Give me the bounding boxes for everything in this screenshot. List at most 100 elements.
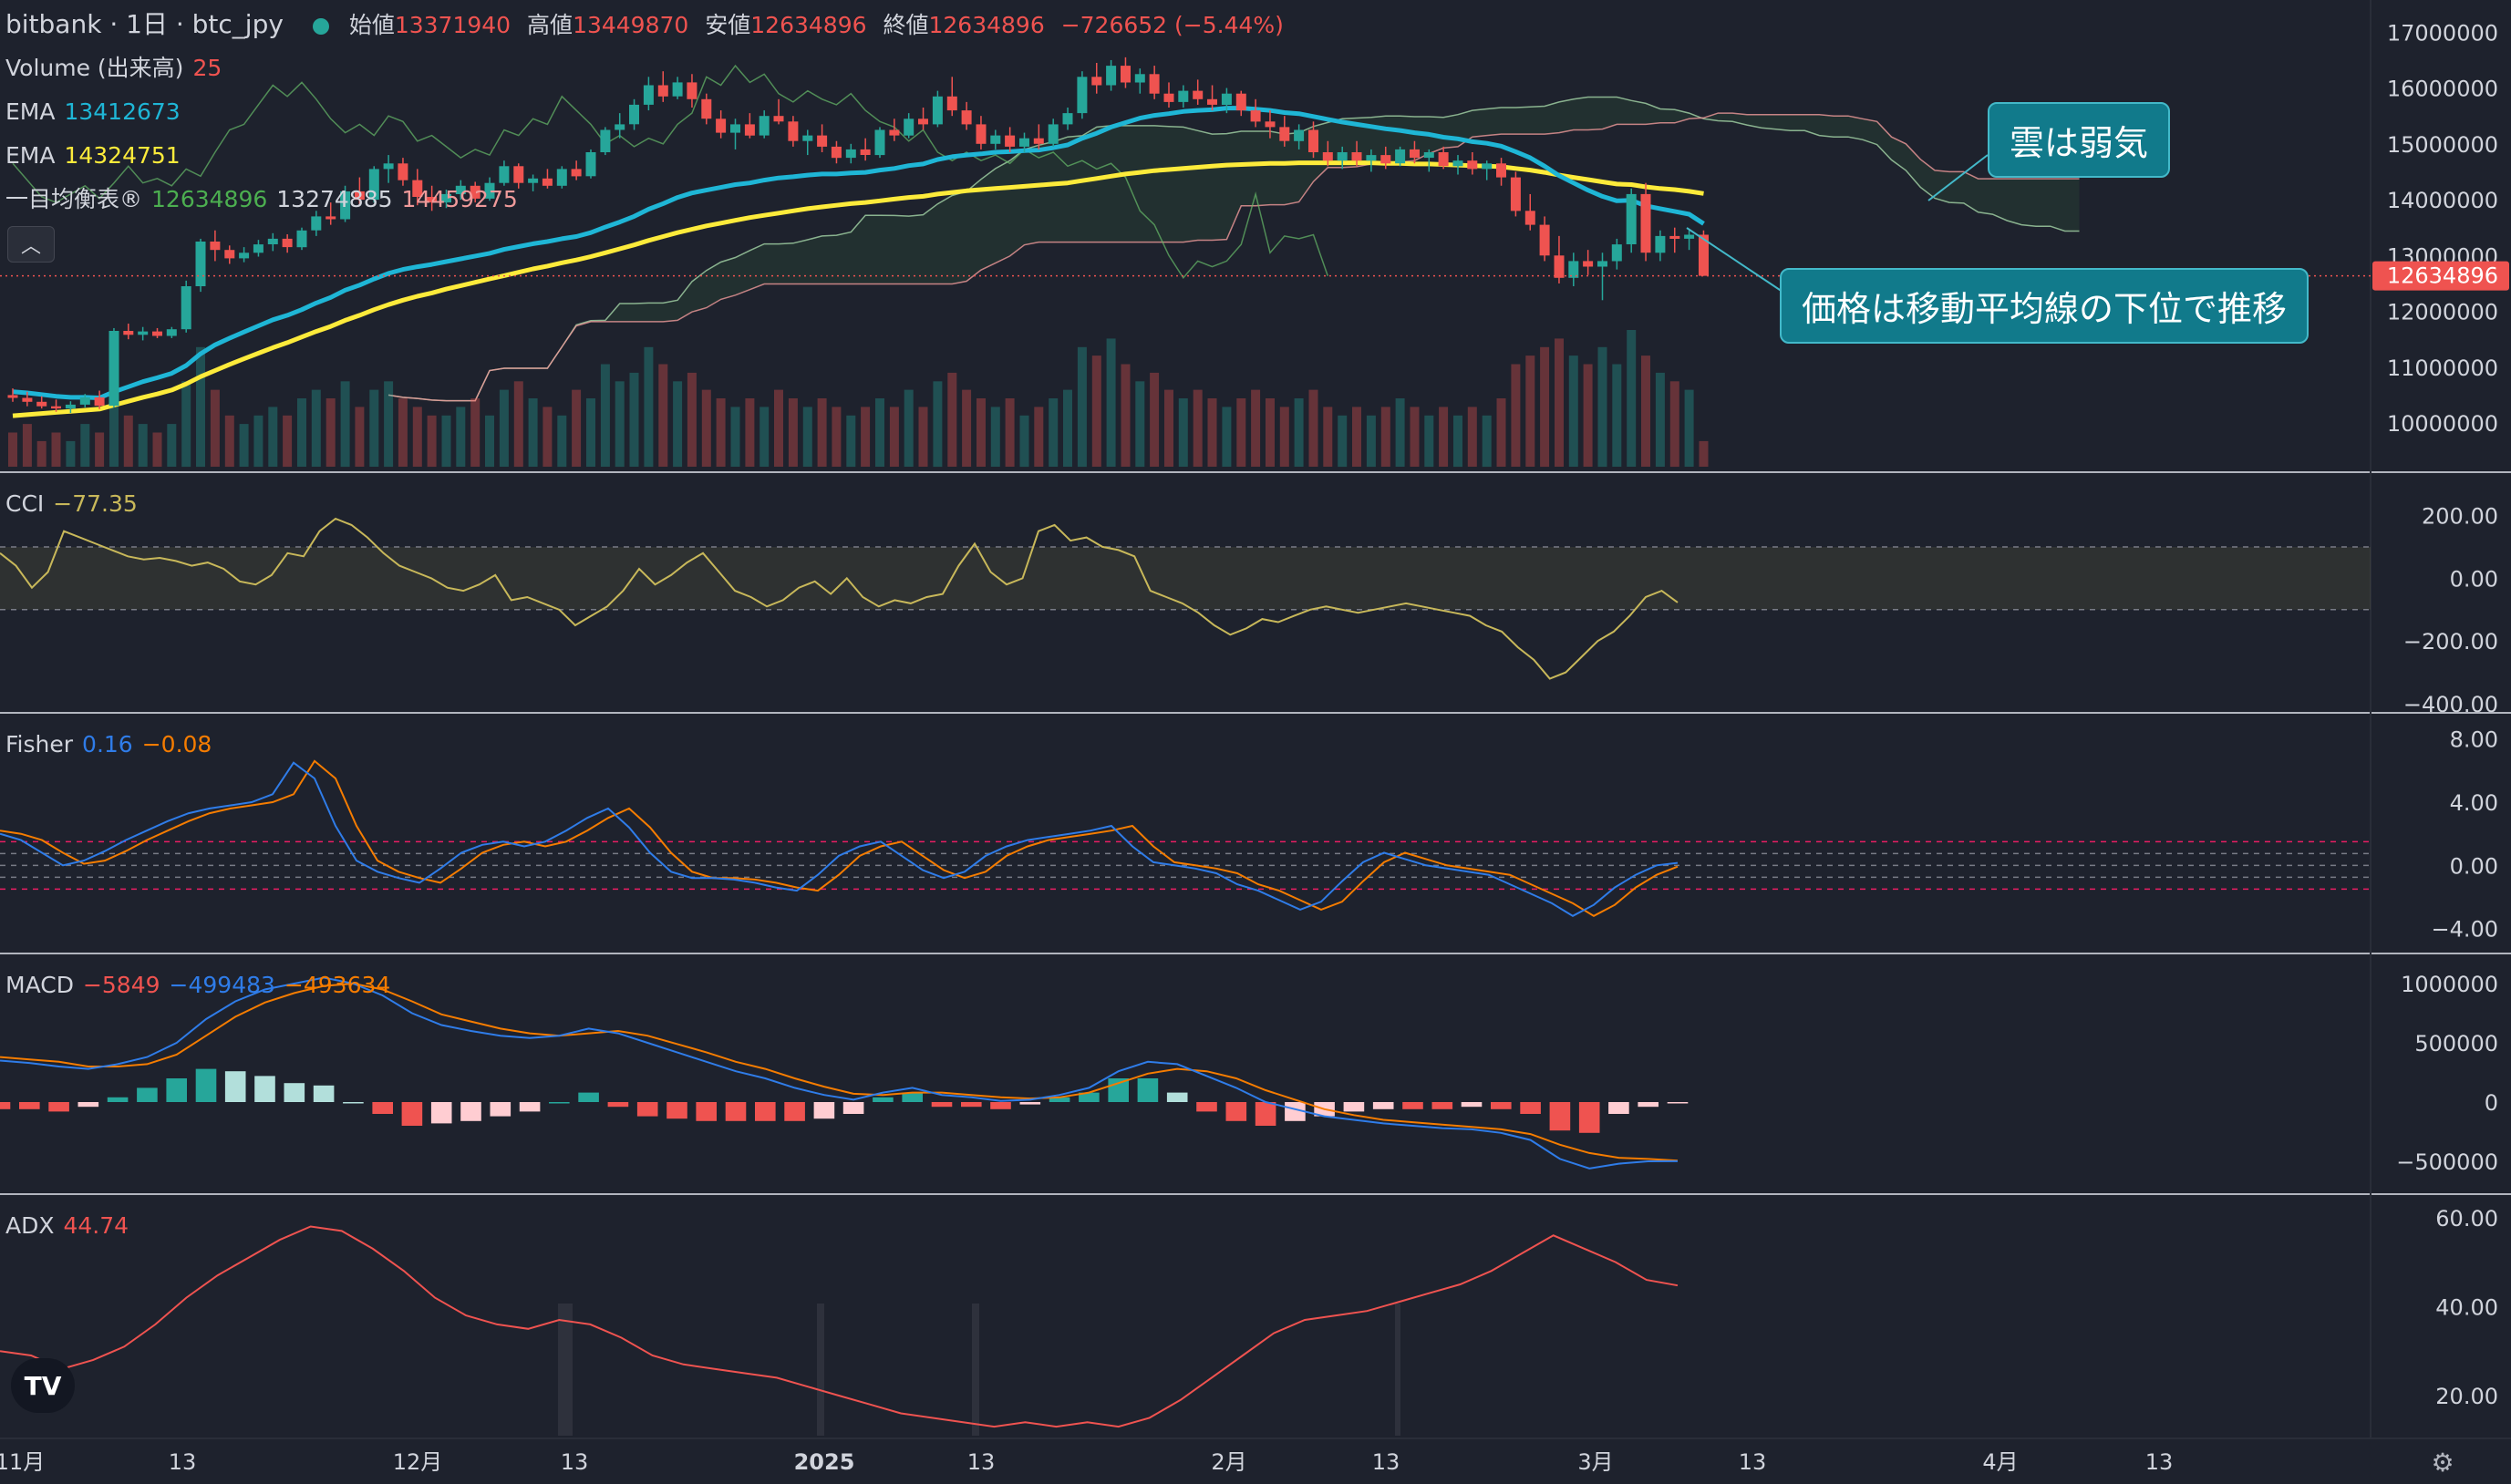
macd-histogram-bar bbox=[490, 1102, 512, 1117]
volume-bar bbox=[109, 389, 119, 467]
adx-line bbox=[0, 1225, 1679, 1428]
ema-fast-label: EMA bbox=[5, 98, 56, 125]
volume-bar bbox=[1583, 364, 1593, 467]
close-value: 12634896 bbox=[928, 12, 1045, 38]
macd-histogram-bar bbox=[372, 1102, 393, 1114]
macd-histogram-bar bbox=[1255, 1102, 1276, 1126]
candle-body bbox=[340, 191, 351, 220]
adx-shade-bar bbox=[817, 1304, 824, 1436]
candle-body bbox=[571, 169, 582, 177]
candle-body bbox=[296, 230, 307, 248]
candle-body bbox=[22, 397, 33, 402]
candle-body bbox=[1019, 138, 1029, 147]
volume-bar bbox=[658, 364, 668, 467]
macd-histogram-bar bbox=[224, 1071, 246, 1102]
settings-icon[interactable]: ⚙ bbox=[2431, 1448, 2454, 1478]
macd-histogram-bar bbox=[1402, 1102, 1423, 1109]
volume-bar bbox=[181, 381, 191, 468]
candle-body bbox=[817, 135, 828, 147]
tradingview-logo-icon[interactable]: TV bbox=[11, 1358, 75, 1413]
candle-body bbox=[1221, 93, 1232, 105]
volume-bar bbox=[1511, 364, 1521, 467]
candle-body bbox=[138, 331, 149, 335]
volume-bar bbox=[152, 432, 162, 467]
candle-body bbox=[657, 85, 668, 97]
volume-legend[interactable]: Volume (出来高) 25 bbox=[5, 55, 231, 82]
time-tick-label: 13 bbox=[967, 1449, 996, 1475]
macd-histogram-bar bbox=[1343, 1102, 1365, 1112]
volume-bar bbox=[1323, 407, 1333, 467]
candle-body bbox=[1033, 138, 1044, 144]
candle-body bbox=[528, 178, 539, 183]
fisher-legend[interactable]: Fisher 0.16 −0.08 bbox=[5, 731, 221, 758]
candle-body bbox=[195, 242, 206, 286]
candle-body bbox=[759, 116, 770, 136]
candle-body bbox=[976, 124, 987, 144]
volume-bar bbox=[947, 372, 957, 467]
callout-price[interactable]: 価格は移動平均線の下位で推移 bbox=[1780, 268, 2310, 344]
fisher-tick-label: 0.00 bbox=[2450, 853, 2498, 879]
volume-bar bbox=[1439, 407, 1449, 467]
candle-body bbox=[311, 216, 322, 231]
candle-body bbox=[94, 397, 105, 407]
candle-body bbox=[1149, 74, 1160, 94]
macd-histogram-bar bbox=[842, 1102, 864, 1114]
volume-bar bbox=[1308, 389, 1318, 467]
candle-body bbox=[918, 119, 928, 125]
adx-tick-label: 60.00 bbox=[2435, 1206, 2498, 1232]
candle-body bbox=[108, 331, 119, 407]
cci-tick-label: −400.00 bbox=[2403, 692, 2498, 717]
price-tick-label: 11000000 bbox=[2387, 356, 2498, 381]
volume-bar bbox=[802, 407, 812, 467]
collapse-legend-button[interactable]: ︿ bbox=[7, 226, 55, 263]
ema-fast-legend[interactable]: EMA 13412673 bbox=[5, 98, 190, 126]
time-tick-label: 13 bbox=[169, 1449, 197, 1475]
macd-legend[interactable]: MACD −5849 −499483 −493634 bbox=[5, 972, 399, 999]
candle-body bbox=[831, 146, 842, 159]
macd-histogram-bar bbox=[1491, 1102, 1512, 1109]
volume-bar bbox=[1034, 407, 1044, 467]
callout-cloud[interactable]: 雲は弱気 bbox=[1988, 102, 2171, 178]
volume-bar bbox=[832, 407, 842, 467]
volume-bar bbox=[788, 398, 798, 467]
volume-bar bbox=[470, 398, 480, 467]
ichimoku-legend[interactable]: 一目均衡表® 12634896 13274885 14459275 bbox=[5, 186, 527, 213]
candle-body bbox=[643, 85, 654, 105]
macd-histogram-bar bbox=[725, 1102, 747, 1121]
candle-body bbox=[672, 82, 683, 97]
symbol-title[interactable]: bitbank · 1日 · btc_jpy bbox=[5, 9, 284, 39]
volume-bar bbox=[760, 407, 770, 467]
macd-histogram-bar bbox=[607, 1102, 629, 1108]
candle-body bbox=[210, 242, 221, 251]
macd-histogram-bar bbox=[19, 1102, 40, 1109]
fisher-value-1: 0.16 bbox=[82, 731, 133, 757]
volume-bar bbox=[990, 407, 1000, 467]
candle-body bbox=[730, 124, 740, 133]
price-tick-label: 15000000 bbox=[2387, 132, 2498, 158]
candle-body bbox=[788, 121, 799, 141]
fisher-value-2: −0.08 bbox=[141, 731, 212, 757]
ema-slow-legend[interactable]: EMA 14324751 bbox=[5, 142, 190, 170]
volume-bar bbox=[1655, 372, 1665, 467]
adx-tick-label: 20.00 bbox=[2435, 1384, 2498, 1409]
high-label: 高値 bbox=[527, 12, 574, 38]
time-tick-label: 2025 bbox=[794, 1449, 855, 1475]
adx-tick-label: 40.00 bbox=[2435, 1294, 2498, 1320]
volume-bar bbox=[66, 440, 76, 467]
candle-body bbox=[860, 149, 871, 155]
volume-bar bbox=[95, 432, 105, 467]
candle-body bbox=[1235, 93, 1246, 111]
adx-legend[interactable]: ADX 44.74 bbox=[5, 1212, 138, 1240]
volume-bar bbox=[1005, 398, 1015, 467]
cci-legend[interactable]: CCI −77.35 bbox=[5, 490, 147, 518]
volume-bar bbox=[1279, 407, 1289, 467]
candle-body bbox=[1568, 261, 1579, 278]
candle-body bbox=[542, 178, 553, 186]
volume-bar bbox=[1352, 407, 1361, 467]
volume-bar bbox=[80, 424, 90, 467]
candle-body bbox=[1640, 193, 1651, 253]
macd-tick-label: 500000 bbox=[2414, 1031, 2498, 1056]
volume-bar bbox=[412, 407, 422, 467]
